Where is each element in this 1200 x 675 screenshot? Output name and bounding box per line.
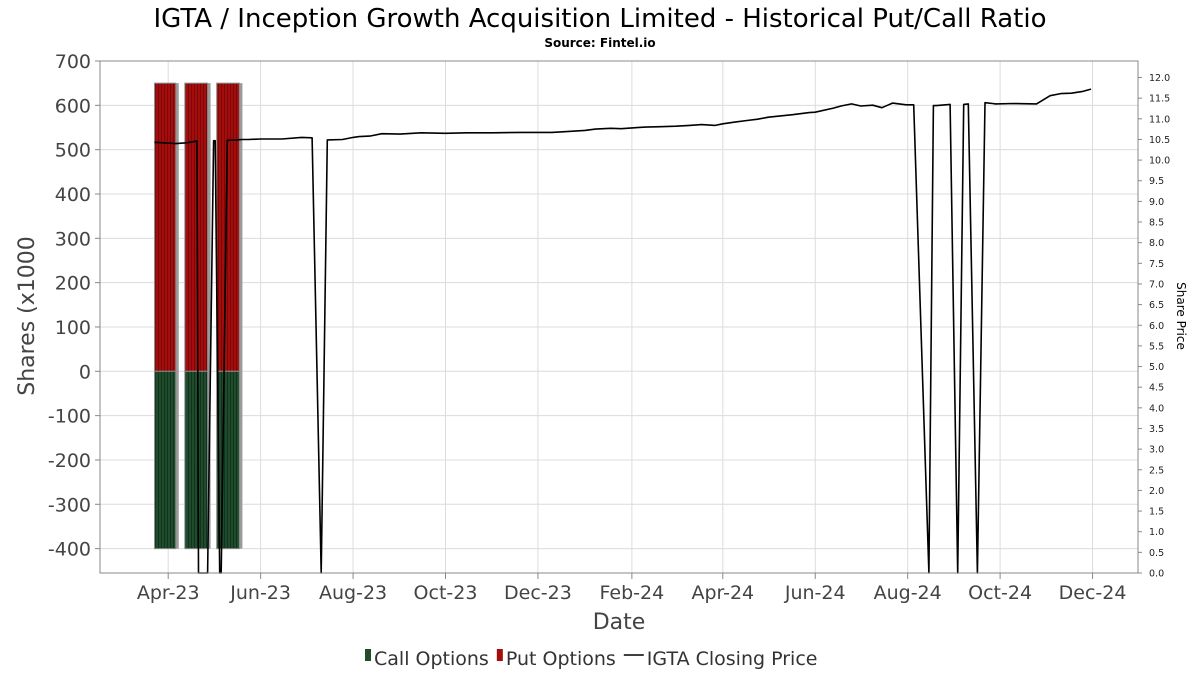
x-tick-label: Feb-24 xyxy=(600,582,665,604)
chart-subtitle: Source: Fintel.io xyxy=(544,36,655,50)
left-tick-label: 0 xyxy=(79,361,91,383)
igta-closing-price-line xyxy=(154,88,1092,574)
left-tick-label: -400 xyxy=(48,539,91,561)
legend-item: Call Options xyxy=(365,648,489,670)
x-tick-label: Dec-23 xyxy=(504,582,572,604)
legend-label: Put Options xyxy=(506,648,616,670)
x-tick-label: Jun-24 xyxy=(784,582,846,604)
right-tick-label: 5.5 xyxy=(1149,341,1164,352)
x-tick-label: Apr-24 xyxy=(691,582,754,604)
left-axis: 700 600 500 400 300 200 100 0 -100 -200 -300 -400 xyxy=(48,51,100,561)
right-tick-label: 1.0 xyxy=(1149,527,1164,538)
right-tick-label: 12.0 xyxy=(1149,73,1170,84)
right-tick-label: 8.0 xyxy=(1149,238,1164,249)
right-tick-label: 6.5 xyxy=(1149,300,1164,311)
y-axis-right-label: Share Price xyxy=(1174,282,1188,350)
right-tick-label: 8.5 xyxy=(1149,218,1164,229)
left-tick-label: 600 xyxy=(55,95,91,117)
left-tick-label: -100 xyxy=(48,406,91,428)
left-tick-label: 100 xyxy=(55,317,91,339)
right-tick-label: 2.5 xyxy=(1149,465,1164,476)
left-tick-label: 300 xyxy=(55,228,91,250)
left-tick-label: -200 xyxy=(48,450,91,472)
right-tick-label: 10.0 xyxy=(1149,156,1170,167)
left-tick-label: 500 xyxy=(55,140,91,162)
right-tick-label: 0.0 xyxy=(1149,569,1164,580)
legend-item: IGTA Closing Price xyxy=(623,648,818,670)
right-tick-label: 9.0 xyxy=(1149,197,1164,208)
left-tick-label: 400 xyxy=(55,184,91,206)
right-tick-label: 0.5 xyxy=(1149,548,1164,559)
left-tick-label: 200 xyxy=(55,273,91,295)
legend-swatch xyxy=(496,649,503,661)
put-options-bar xyxy=(216,82,240,372)
right-tick-label: 11.5 xyxy=(1149,94,1170,105)
x-axis: Apr-23 Jun-23 Aug-23 Oct-23 Dec-23 Feb-24 Apr-… xyxy=(137,573,1127,604)
right-tick-label: 2.0 xyxy=(1149,486,1164,497)
y-axis-label: Shares (x1000 xyxy=(15,236,40,396)
legend-label: Call Options xyxy=(374,648,489,670)
right-axis: 0.0 0.5 1.0 1.5 2.0 2.5 3.0 3.5 4.0 4.5 5.0 5.5 6.0 6… xyxy=(1138,73,1170,580)
legend: Call Options Put Options IGTA Closing Pric… xyxy=(365,648,817,670)
put-options-bar xyxy=(154,82,177,372)
x-tick-label: Jun-23 xyxy=(229,582,291,604)
left-tick-label: 700 xyxy=(55,51,91,73)
right-tick-label: 7.0 xyxy=(1149,279,1164,290)
right-tick-label: 11.0 xyxy=(1149,114,1170,125)
right-tick-label: 4.5 xyxy=(1149,383,1164,394)
bar-shadow xyxy=(175,83,179,549)
call-options-bar xyxy=(184,370,209,550)
legend-swatch xyxy=(365,649,371,661)
call-options-bar xyxy=(216,370,240,550)
x-tick-label: Oct-24 xyxy=(968,582,1032,604)
right-tick-label: 5.0 xyxy=(1149,362,1164,373)
x-axis-label: Date xyxy=(593,610,646,635)
right-tick-label: 1.5 xyxy=(1149,507,1164,518)
price-line-group xyxy=(154,88,1092,574)
plot-area-border xyxy=(99,60,1139,574)
right-tick-label: 3.0 xyxy=(1149,445,1164,456)
call-options-bar xyxy=(154,370,177,550)
legend-item: Put Options xyxy=(496,648,616,670)
bar-shadow xyxy=(207,83,211,549)
x-tick-label: Dec-24 xyxy=(1059,582,1127,604)
legend-label: IGTA Closing Price xyxy=(647,648,818,670)
left-tick-label: -300 xyxy=(48,494,91,516)
right-tick-label: 6.0 xyxy=(1149,321,1164,332)
put-options-bar xyxy=(184,82,209,372)
right-tick-label: 4.0 xyxy=(1149,403,1164,414)
bar-shadow xyxy=(239,83,243,549)
x-tick-label: Oct-23 xyxy=(414,582,478,604)
x-tick-label: Aug-24 xyxy=(874,582,942,604)
right-tick-label: 9.5 xyxy=(1149,176,1164,187)
right-tick-label: 3.5 xyxy=(1149,424,1164,435)
right-tick-label: 7.5 xyxy=(1149,259,1164,270)
x-tick-label: Aug-23 xyxy=(319,582,387,604)
chart-title: IGTA / Inception Growth Acquisition Limi… xyxy=(153,4,1046,34)
right-tick-label: 10.5 xyxy=(1149,135,1170,146)
x-tick-label: Apr-23 xyxy=(137,582,200,604)
